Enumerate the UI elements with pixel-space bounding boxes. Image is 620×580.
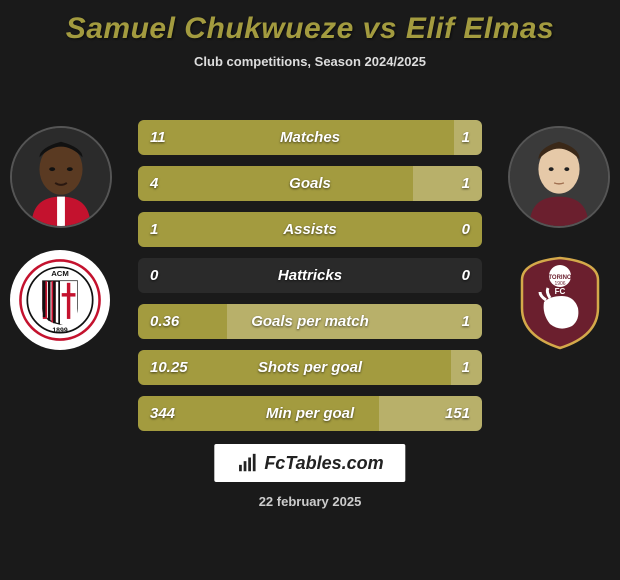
branding-badge[interactable]: FcTables.com (214, 444, 405, 482)
stat-row: 00Hattricks (138, 258, 482, 293)
stat-row: 0.361Goals per match (138, 304, 482, 339)
stat-label: Goals (138, 166, 482, 201)
stat-label: Hattricks (138, 258, 482, 293)
player-right-avatar (508, 126, 610, 228)
stat-label: Min per goal (138, 396, 482, 431)
club-left-badge: ACM 1899 (10, 250, 110, 350)
stat-label: Goals per match (138, 304, 482, 339)
torino-crest-icon: TORINO 1906 FC (510, 252, 610, 352)
chart-icon (236, 452, 258, 474)
stat-label: Shots per goal (138, 350, 482, 385)
branding-text: FcTables.com (264, 453, 383, 474)
club-right-badge: TORINO 1906 FC (510, 252, 610, 352)
stat-row: 10.251Shots per goal (138, 350, 482, 385)
player-right-photo-placeholder (510, 128, 608, 226)
svg-text:FC: FC (555, 287, 566, 296)
stat-row: 41Goals (138, 166, 482, 201)
stat-row: 344151Min per goal (138, 396, 482, 431)
player-left-avatar (10, 126, 112, 228)
svg-text:ACM: ACM (51, 269, 69, 278)
stat-row: 10Assists (138, 212, 482, 247)
comparison-date: 22 february 2025 (0, 494, 620, 509)
stat-label: Assists (138, 212, 482, 247)
acmilan-crest-icon: ACM 1899 (17, 257, 103, 343)
svg-text:1899: 1899 (52, 328, 67, 335)
player-left-photo-placeholder (12, 128, 110, 226)
stat-label: Matches (138, 120, 482, 155)
page-title: Samuel Chukwueze vs Elif Elmas (0, 0, 620, 46)
subtitle: Club competitions, Season 2024/2025 (0, 54, 620, 69)
stats-bars: 111Matches 41Goals 10Assists 00Hattricks 0.3… (138, 120, 482, 442)
stat-row: 111Matches (138, 120, 482, 155)
